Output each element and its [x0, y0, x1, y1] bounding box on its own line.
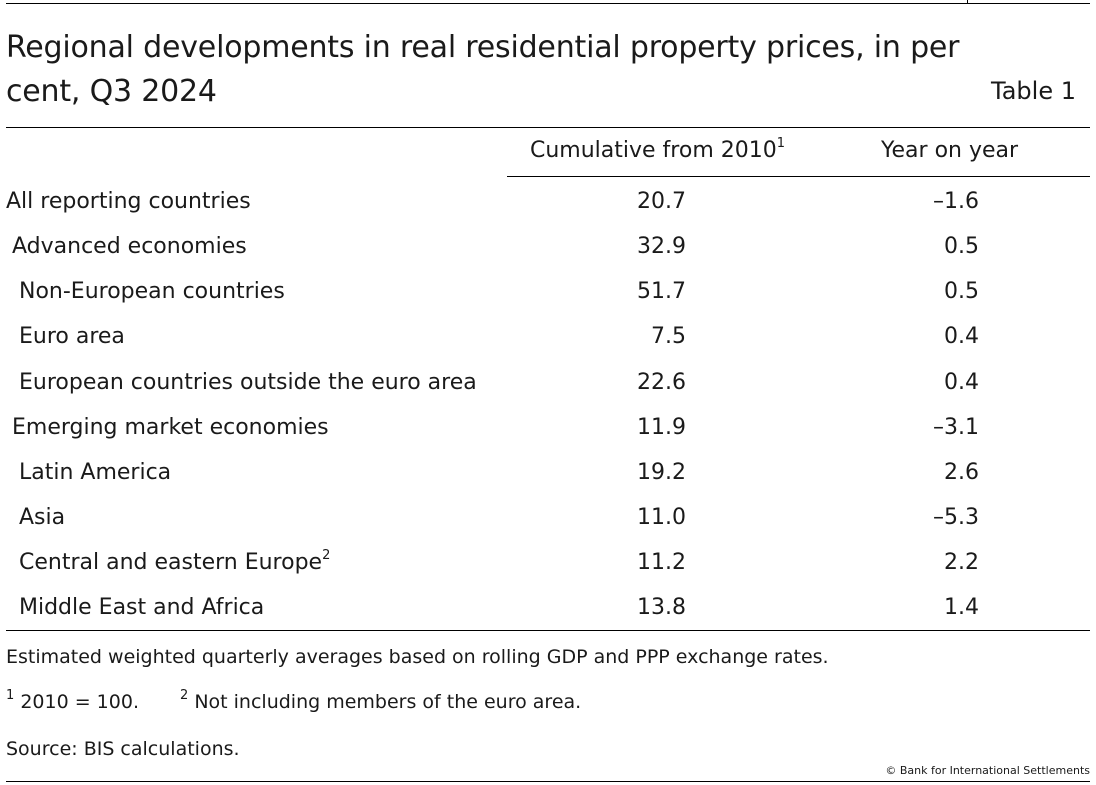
row-label: Middle East and Africa: [19, 595, 265, 620]
cumulative-value: 7.5: [651, 324, 686, 349]
yoy-value: 0.4: [944, 370, 979, 395]
footnote-2-mark: 2: [180, 688, 189, 703]
yoy-value: 2.6: [944, 460, 979, 485]
footnote-2: 2 Not including members of the euro area…: [180, 688, 582, 713]
table-row: Asia 11.0 –5.3: [0, 505, 1096, 550]
yoy-value: –3.1: [933, 415, 979, 440]
column-header-cumulative-label: Cumulative from 2010: [530, 138, 777, 163]
table-row: All reporting countries 20.7 –1.6: [0, 189, 1096, 234]
cumulative-value: 22.6: [637, 370, 686, 395]
table-row: Emerging market economies 11.9 –3.1: [0, 415, 1096, 460]
row-label: Central and eastern Europe2: [19, 548, 331, 575]
yoy-value: 2.2: [944, 550, 979, 575]
row-label: Latin America: [19, 460, 172, 485]
yoy-value: –1.6: [933, 189, 979, 214]
table-row: Non-European countries 51.7 0.5: [0, 279, 1096, 324]
cumulative-value: 32.9: [637, 234, 686, 259]
cumulative-value: 51.7: [637, 279, 686, 304]
cumulative-value: 19.2: [637, 460, 686, 485]
footnote-ref-1: 1: [776, 136, 786, 151]
yoy-value: 0.4: [944, 324, 979, 349]
footnote-1: 1 2010 = 100.: [6, 688, 139, 713]
cumulative-value: 11.2: [637, 550, 686, 575]
table-row: Advanced economies 32.9 0.5: [0, 234, 1096, 279]
table-row: Euro area 7.5 0.4: [0, 324, 1096, 369]
table-row: European countries outside the euro area…: [0, 370, 1096, 415]
source-note: Source: BIS calculations.: [6, 738, 240, 760]
row-label: Asia: [19, 505, 66, 530]
row-label-text: Central and eastern Europe: [19, 550, 323, 575]
yoy-value: –5.3: [933, 505, 979, 530]
row-label: Emerging market economies: [12, 415, 329, 440]
top-rule-tick: [967, 0, 968, 4]
row-label: Advanced economies: [12, 234, 247, 259]
yoy-value: 0.5: [944, 279, 979, 304]
footnote-ref-2: 2: [322, 548, 331, 563]
cumulative-value: 13.8: [637, 595, 686, 620]
row-label: All reporting countries: [6, 189, 251, 214]
table-title: Regional developments in real residentia…: [6, 30, 960, 109]
row-label: Euro area: [19, 324, 125, 349]
column-header-cumulative: Cumulative from 20101: [530, 136, 786, 163]
row-label: Non-European countries: [19, 279, 285, 304]
cumulative-value: 11.9: [637, 415, 686, 440]
yoy-value: 1.4: [944, 595, 979, 620]
row-label: European countries outside the euro area: [19, 370, 477, 395]
table-row: Middle East and Africa 13.8 1.4: [0, 595, 1096, 640]
header-bottom-rule: [507, 176, 1090, 177]
cumulative-value: 11.0: [637, 505, 686, 530]
estimate-note: Estimated weighted quarterly averages ba…: [6, 646, 829, 668]
yoy-value: 0.5: [944, 234, 979, 259]
footnote-2-text: Not including members of the euro area.: [188, 691, 582, 713]
footnote-1-mark: 1: [6, 688, 15, 703]
table-number: Table 1: [991, 77, 1076, 105]
bottom-rule: [6, 781, 1090, 782]
footnote-1-text: 2010 = 100.: [14, 691, 139, 713]
copyright: © Bank for International Settlements: [885, 764, 1090, 777]
column-header-yoy: Year on year: [881, 138, 1019, 163]
header-top-rule: [6, 127, 1090, 128]
table-row: Latin America 19.2 2.6: [0, 460, 1096, 505]
cumulative-value: 20.7: [637, 189, 686, 214]
table-row: Central and eastern Europe2 11.2 2.2: [0, 548, 1096, 595]
table-bottom-rule: [6, 630, 1090, 631]
top-rule: [6, 3, 1090, 4]
